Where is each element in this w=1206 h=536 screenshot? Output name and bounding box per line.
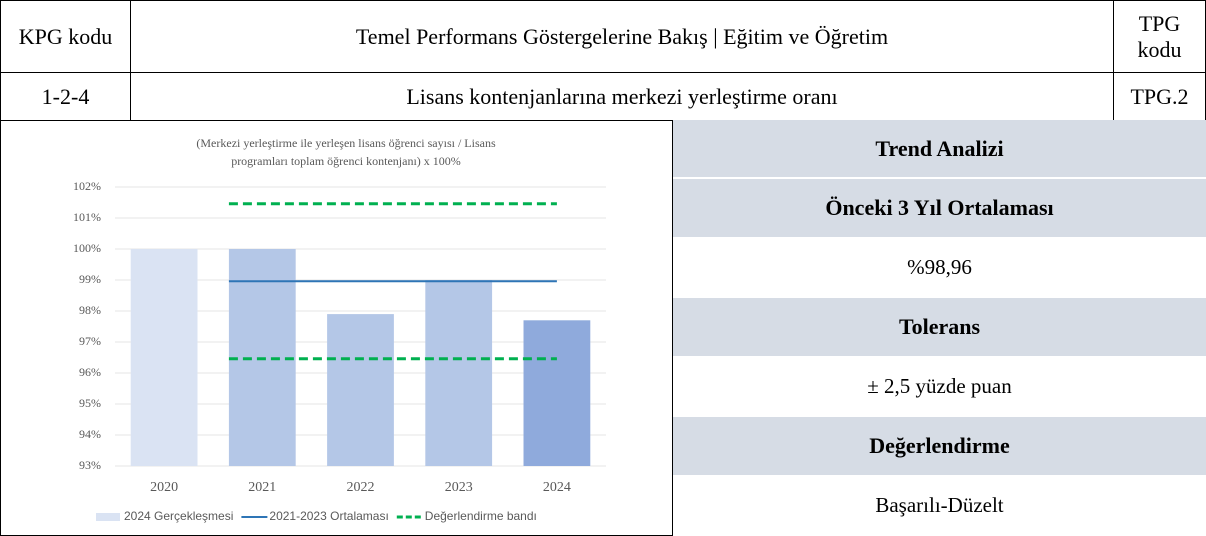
x-tick-label: 2022 xyxy=(347,480,375,495)
legend-label: 2024 Gerçekleşmesi xyxy=(124,509,233,523)
cell: 1-2-4 xyxy=(0,72,131,121)
chart-title: programları toplam öğrenci kontenjanı) x… xyxy=(231,154,461,168)
panel-cell: %98,96 xyxy=(673,239,1206,299)
legend-swatch xyxy=(96,513,120,521)
cell: Lisans kontenjanlarına merkezi yerleştir… xyxy=(130,72,1114,121)
y-tick-label: 99% xyxy=(79,272,101,286)
x-tick-label: 2023 xyxy=(445,480,473,495)
cell: TPG.2 xyxy=(1113,72,1206,121)
x-tick-label: 2024 xyxy=(543,480,571,495)
chart-title: (Merkezi yerleştirme ile yerleşen lisans… xyxy=(196,136,496,150)
legend-label: Değerlendirme bandı xyxy=(425,509,537,523)
cell: Temel Performans Göstergelerine Bakış | … xyxy=(130,0,1114,73)
y-tick-label: 94% xyxy=(79,427,101,441)
panel-cell: ± 2,5 yüzde puan xyxy=(673,358,1206,418)
bar xyxy=(425,280,493,466)
y-tick-label: 98% xyxy=(79,303,101,317)
legend-label: 2021-2023 Ortalaması xyxy=(269,509,388,523)
panel-cell: Değerlendirme xyxy=(673,417,1206,477)
y-tick-label: 93% xyxy=(79,458,101,472)
panel-cell: Tolerans xyxy=(673,298,1206,358)
y-tick-label: 97% xyxy=(79,334,101,348)
bar xyxy=(523,320,591,466)
y-tick-label: 95% xyxy=(79,396,101,410)
cell: TPG kodu xyxy=(1113,0,1206,73)
cell: KPG kodu xyxy=(0,0,131,73)
y-tick-label: 96% xyxy=(79,365,101,379)
panel-cell: Trend Analizi xyxy=(673,120,1206,180)
x-tick-label: 2021 xyxy=(248,480,276,495)
y-tick-label: 102% xyxy=(73,179,101,193)
y-tick-label: 100% xyxy=(73,241,101,255)
chart: (Merkezi yerleştirme ile yerleşen lisans… xyxy=(73,136,606,523)
bar xyxy=(327,314,394,466)
x-tick-label: 2020 xyxy=(150,480,178,495)
panel-cell: Önceki 3 Yıl Ortalaması xyxy=(673,179,1206,239)
panel-cell: Başarılı-Düzelt xyxy=(673,477,1206,536)
y-tick-label: 101% xyxy=(73,210,101,224)
bar xyxy=(130,249,198,466)
